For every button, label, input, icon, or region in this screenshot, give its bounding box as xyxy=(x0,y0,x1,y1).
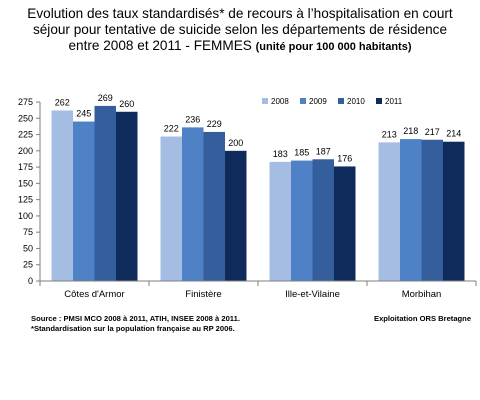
data-label: 213 xyxy=(382,129,397,139)
footer-notes: Source : PMSI MCO 2008 à 2011, ATIH, INS… xyxy=(31,314,240,334)
bar-2010-3 xyxy=(312,159,334,281)
data-label: 236 xyxy=(185,114,200,124)
y-axis: 0 25 50 75 100 125 150 175 200 225 250 275 xyxy=(18,97,41,286)
bar-2010-1 xyxy=(94,105,116,281)
y-tick-label: 275 xyxy=(18,97,33,107)
y-tick-label: 200 xyxy=(18,146,33,156)
bar-2009-1 xyxy=(73,121,95,281)
bar-2010-2 xyxy=(203,131,225,281)
data-label: 269 xyxy=(98,93,113,103)
y-tick-label: 75 xyxy=(23,227,33,237)
data-label: 183 xyxy=(273,149,288,159)
data-label: 187 xyxy=(316,146,331,156)
data-label: 245 xyxy=(76,109,91,119)
bar-2009-3 xyxy=(291,160,313,281)
y-tick-label: 250 xyxy=(18,113,33,123)
standardisation-note: *Standardisation sur la population franç… xyxy=(31,324,235,333)
x-axis: Côtes d'Armor Finistère Ille-et-Vilaine Mor… xyxy=(39,280,477,300)
legend-label: 2009 xyxy=(309,97,327,106)
legend-swatch-2009 xyxy=(300,98,306,104)
bar-2011-2 xyxy=(225,150,247,281)
data-label: 218 xyxy=(403,126,418,136)
data-label: 214 xyxy=(446,129,461,139)
y-tick-label: 225 xyxy=(18,130,33,140)
title-unit: (unité pour 100 000 habitants) xyxy=(255,41,412,53)
x-category-label: Morbihan xyxy=(402,289,442,300)
bar-2008-1 xyxy=(51,110,73,281)
bar-2008-4 xyxy=(378,142,400,281)
data-label: 222 xyxy=(164,123,179,133)
y-tick-label: 100 xyxy=(18,211,33,221)
y-tick-label: 175 xyxy=(18,162,33,172)
data-labels: 262 245 269 260 222 236 229 200 183 185 187 176 213 2… xyxy=(55,93,462,164)
title-line-1: Evolution des taux standardisés* de reco… xyxy=(27,6,453,21)
data-label: 217 xyxy=(425,127,440,137)
x-category-label: Côtes d'Armor xyxy=(64,289,124,300)
data-label: 262 xyxy=(55,97,70,107)
legend: 2008 2009 2010 2011 xyxy=(262,97,403,106)
x-category-label: Finistère xyxy=(185,289,221,300)
bar-2011-1 xyxy=(116,111,138,281)
data-label: 229 xyxy=(207,119,222,129)
data-label: 185 xyxy=(294,148,309,158)
bar-2011-4 xyxy=(443,141,465,281)
bar-2008-3 xyxy=(269,161,291,281)
bar-2008-2 xyxy=(160,136,182,281)
y-tick-label: 0 xyxy=(28,276,33,286)
credit-note: Exploitation ORS Bretagne xyxy=(374,314,472,323)
data-label: 200 xyxy=(228,138,243,148)
bar-2011-3 xyxy=(334,166,356,281)
data-label: 176 xyxy=(337,153,352,163)
legend-swatch-2010 xyxy=(338,98,344,104)
chart-title: Evolution des taux standardisés* de reco… xyxy=(6,6,474,55)
y-tick-label: 50 xyxy=(23,243,33,253)
title-line-3: entre 2008 et 2011 - FEMMES (unité pour … xyxy=(6,38,474,55)
bar-2009-4 xyxy=(400,139,422,281)
bar-2010-4 xyxy=(421,139,443,281)
legend-label: 2011 xyxy=(385,97,403,106)
legend-label: 2010 xyxy=(347,97,365,106)
source-note: Source : PMSI MCO 2008 à 2011, ATIH, INS… xyxy=(31,314,240,323)
legend-swatch-2011 xyxy=(376,98,382,104)
data-label: 260 xyxy=(119,99,134,109)
y-tick-label: 150 xyxy=(18,178,33,188)
x-category-label: Ille-et-Vilaine xyxy=(285,289,340,300)
y-tick-label: 125 xyxy=(18,195,33,205)
title-line-3-text: entre 2008 et 2011 - FEMMES xyxy=(68,38,252,53)
title-line-2: séjour pour tentative de suicide selon l… xyxy=(32,22,448,37)
bar-2009-2 xyxy=(182,127,204,281)
bars xyxy=(51,105,465,281)
y-tick-label: 25 xyxy=(23,260,33,270)
legend-swatch-2008 xyxy=(262,98,268,104)
legend-label: 2008 xyxy=(271,97,289,106)
